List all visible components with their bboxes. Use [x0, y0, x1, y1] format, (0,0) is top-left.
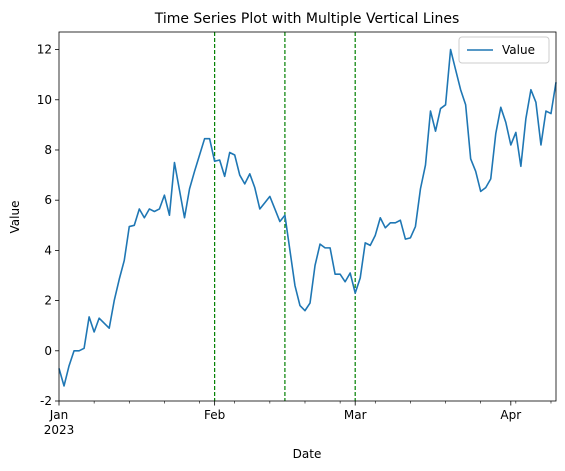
x-tick-label: Feb — [204, 408, 225, 422]
series-line-value — [58, 48, 557, 387]
x-tick-label: Mar — [344, 408, 367, 422]
y-axis-label: Value — [8, 201, 22, 234]
y-tick-label: 10 — [37, 93, 52, 107]
y-tick-label: 6 — [44, 193, 52, 207]
legend-box — [458, 36, 550, 64]
y-tick-label: 4 — [44, 243, 52, 257]
legend-label: Value — [502, 43, 535, 57]
series-group — [58, 48, 557, 387]
x-tick-label: Apr — [500, 408, 521, 422]
y-tick-label: 2 — [44, 294, 52, 308]
y-tick-label: 12 — [37, 43, 52, 57]
x-tick-sublabel: 2023 — [44, 423, 75, 437]
plot-frame — [58, 31, 557, 402]
y-tick-label: 8 — [44, 143, 52, 157]
legend: Value — [458, 36, 550, 64]
y-tick-label: -2 — [40, 394, 52, 408]
x-tick-label: Jan — [49, 408, 69, 422]
x-axis-label: Date — [293, 447, 322, 461]
vertical-lines — [214, 32, 356, 401]
y-tick-label: 0 — [44, 344, 52, 358]
chart-title: Time Series Plot with Multiple Vertical … — [154, 11, 460, 27]
